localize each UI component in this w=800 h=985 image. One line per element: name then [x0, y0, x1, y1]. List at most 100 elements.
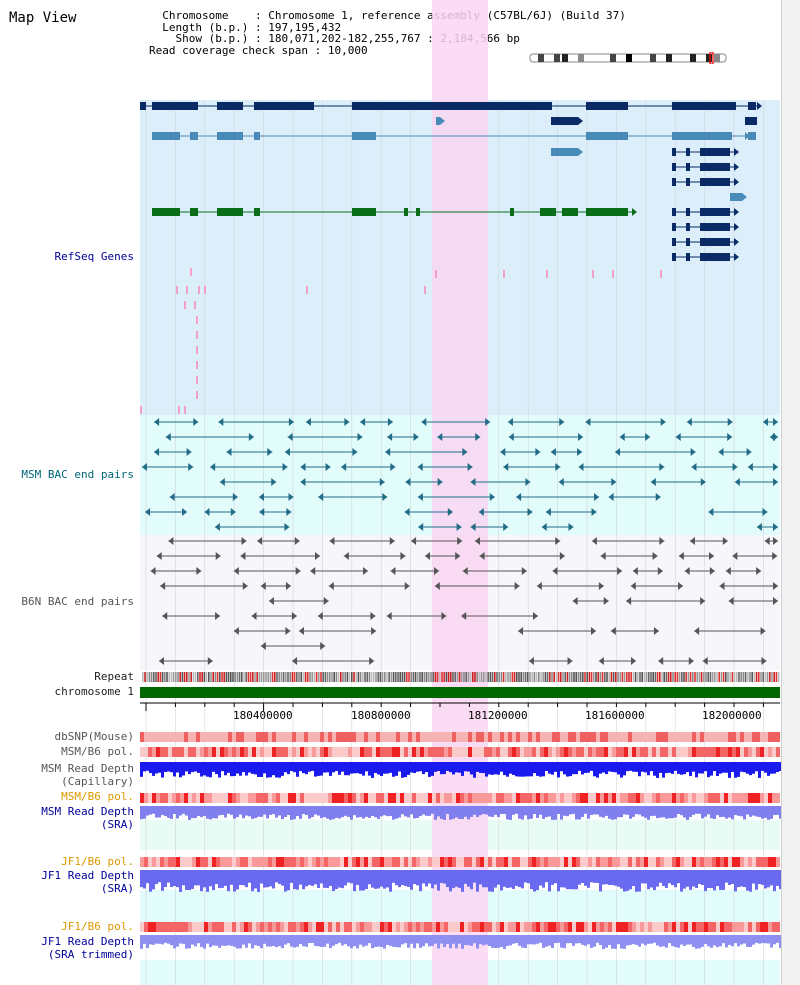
jf1-depth-trim-bar — [596, 935, 599, 943]
heat-tracks[interactable] — [140, 732, 780, 932]
depth-tracks[interactable] — [140, 762, 782, 949]
msm-depth-sra-bar — [143, 806, 146, 819]
msm-depth-cap-bar — [506, 762, 509, 777]
jf1-depth-trim-bar — [401, 935, 404, 945]
msm-depth-cap-bar — [527, 762, 530, 777]
jf1-depth-sra-bar — [308, 870, 311, 885]
msm-pol-cell-1 — [172, 747, 176, 757]
repeat-element — [610, 672, 613, 682]
jf1-depth-sra-bar — [770, 870, 773, 886]
msm-pol-cell-1 — [660, 747, 664, 757]
chromosome-bar[interactable] — [140, 687, 780, 698]
jf1-pol-cell-1 — [504, 857, 508, 867]
msm-depth-sra-label-1[interactable]: MSM Read Depth — [41, 805, 134, 818]
jf1-pol-cell-1 — [536, 857, 540, 867]
dbsnp-cell — [316, 732, 320, 742]
jf1-pol-label-1[interactable]: JF1/B6 pol. — [61, 855, 134, 868]
jf1-depth-trim-bar — [602, 935, 605, 949]
vertical-scrollbar[interactable] — [781, 0, 800, 985]
jf1-depth-trim-bar — [506, 935, 509, 946]
msm-depth-cap-bar — [677, 762, 680, 774]
jf1-depth-trim-bar — [305, 935, 308, 947]
dbsnp-cell — [632, 732, 636, 742]
b6n-bac-label[interactable]: B6N BAC end pairs — [21, 595, 134, 608]
jf1-pol-cell-1 — [316, 857, 320, 867]
pink-feature — [546, 270, 548, 278]
selection-highlight[interactable] — [432, 0, 488, 985]
msm-bac-pair-end — [467, 463, 473, 471]
msm-depth-cap-bar — [476, 762, 479, 772]
jf1-pol-cell-1 — [268, 857, 272, 867]
dbsnp-cell — [276, 732, 280, 742]
msm-depth-cap-bar — [740, 762, 743, 772]
repeat-element — [540, 672, 542, 682]
msm-depth-sra-bar — [419, 806, 422, 817]
repeat-element — [172, 672, 175, 682]
repeat-element — [401, 672, 404, 682]
msm-depth-sra-bar — [551, 806, 554, 820]
msm-pol-cell-1 — [700, 747, 704, 757]
msm-bac-label[interactable]: MSM BAC end pairs — [21, 468, 134, 481]
msm-depth-sra-bar — [281, 806, 284, 820]
jf1-pol-cell-1 — [296, 857, 300, 867]
b6n-bac-pair-end — [518, 627, 524, 635]
b6n-bac-pair-end — [652, 552, 658, 560]
jf1-pol-cell-1 — [416, 857, 420, 867]
msm-bac-pairs[interactable] — [141, 418, 778, 531]
msm-pol-cell-2 — [608, 793, 612, 803]
msm-depth-sra-bar — [374, 806, 377, 818]
jf1-depth-sra-label-1[interactable]: JF1 Read Depth — [41, 869, 134, 882]
jf1-depth-trim-label-1[interactable]: JF1 Read Depth — [41, 935, 134, 948]
jf1-pol-cell-2 — [256, 922, 260, 932]
jf1-depth-sra-bar — [425, 870, 428, 887]
repeat-element — [474, 672, 476, 682]
msm-depth-sra-bar — [554, 806, 557, 820]
msm-pol-cell-2 — [416, 793, 420, 803]
repeat-element — [227, 672, 230, 682]
dbsnp-cell — [672, 732, 676, 742]
jf1-depth-sra-bar — [629, 870, 632, 890]
repeat-label[interactable]: Repeat — [94, 670, 134, 683]
refseq-label[interactable]: RefSeq Genes — [54, 250, 134, 263]
jf1-depth-sra-bar — [332, 870, 335, 892]
msm-pol-label-1[interactable]: MSM/B6 pol. — [61, 745, 134, 758]
jf1-depth-trim-bar — [779, 935, 782, 949]
repeat-element — [731, 672, 734, 682]
msm-depth-cap-bar — [248, 762, 251, 773]
dbsnp-cell — [680, 732, 684, 742]
repeat-element — [344, 672, 346, 682]
repeat-element — [153, 672, 155, 682]
msm-depth-sra-bar — [266, 806, 269, 819]
msm-depth-sra-bar — [413, 806, 416, 819]
msm-pol-cell-2 — [148, 793, 152, 803]
msm-depth-cap-label-1[interactable]: MSM Read Depth — [41, 762, 134, 775]
repeat-element — [465, 672, 467, 682]
msm-depth-sra-bar — [674, 806, 677, 818]
repeat-element — [221, 672, 223, 682]
chromosome-ideogram[interactable] — [528, 52, 730, 64]
msm-pol-label-2[interactable]: MSM/B6 pol. — [61, 790, 134, 803]
msm-depth-cap-bar — [488, 762, 491, 775]
refseq-genes[interactable] — [140, 102, 762, 414]
repeat-track[interactable] — [142, 672, 780, 682]
msm-depth-sra-bar — [593, 806, 596, 815]
msm-pol-cell-2 — [464, 793, 468, 803]
jf1-depth-sra-bar — [662, 870, 665, 886]
repeat-element — [181, 672, 184, 682]
msm-bac-pair-end — [300, 463, 306, 471]
repeat-element — [326, 672, 329, 682]
dbsnp-label[interactable]: dbSNP(Mouse) — [54, 730, 134, 743]
b6n-bac-pairs[interactable] — [150, 537, 778, 665]
repeat-element — [436, 672, 439, 682]
jf1-depth-sra-bar — [509, 870, 512, 888]
repeat-element — [241, 672, 243, 682]
dbsnp-cell — [352, 732, 356, 742]
msm-pol-cell-1 — [724, 747, 728, 757]
jf1-pol-cell-1 — [392, 857, 396, 867]
jf1-pol-label-2[interactable]: JF1/B6 pol. — [61, 920, 134, 933]
jf1-depth-trim-bar — [716, 935, 719, 948]
jf1-depth-sra-bar — [584, 870, 587, 886]
repeat-element — [654, 672, 657, 682]
msm-pol-cell-2 — [444, 793, 448, 803]
dbsnp-cell — [732, 732, 736, 742]
